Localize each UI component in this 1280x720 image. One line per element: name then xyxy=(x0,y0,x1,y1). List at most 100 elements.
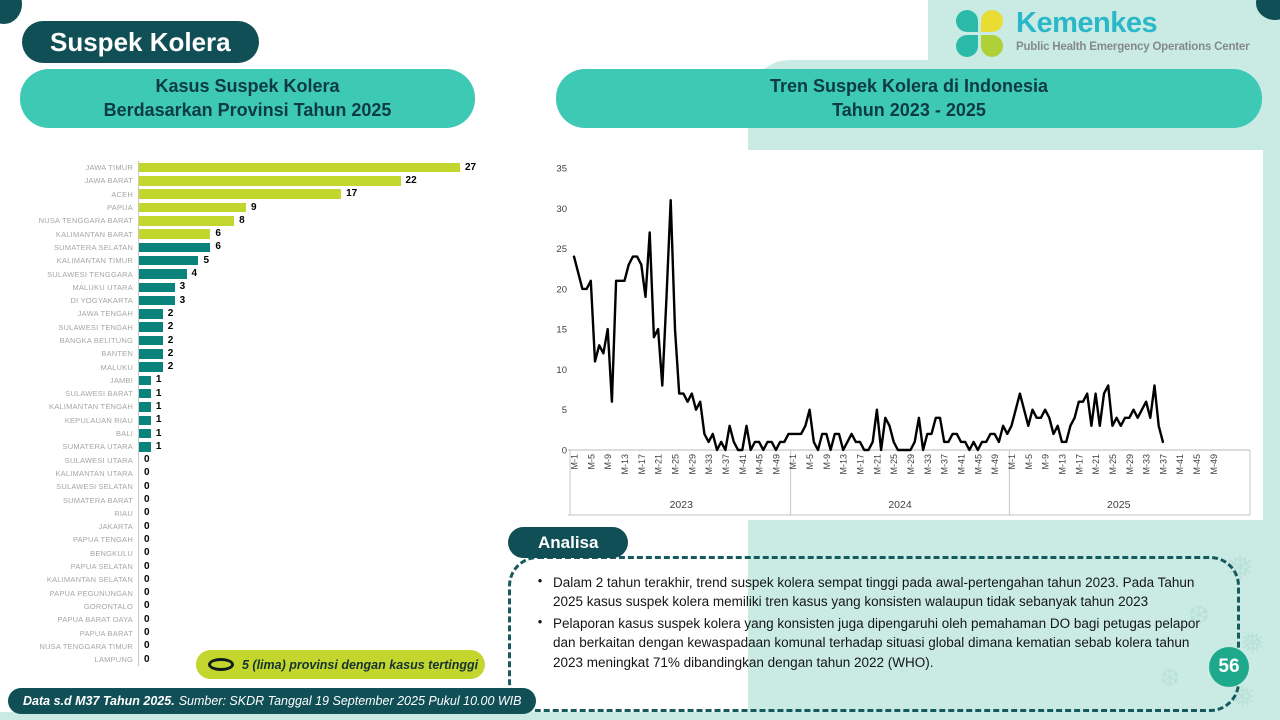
bar-track: 0 xyxy=(138,493,492,507)
bar-value-label: 27 xyxy=(465,161,477,173)
snowflake-icon: ❆ xyxy=(1188,600,1210,630)
bar-category-label: SUMATERA UTARA xyxy=(62,442,133,452)
x-axis-tick-label: M-5 xyxy=(1024,454,1034,470)
bar-row: BANTEN 2 xyxy=(36,347,492,361)
bar-value-label: 9 xyxy=(251,201,257,213)
bar-category-label: KEPULAUAN RIAU xyxy=(64,415,133,425)
bar-category-label: DI YOGYAKARTA xyxy=(70,296,133,306)
logo-petal xyxy=(981,35,1003,57)
bar-track: 2 xyxy=(138,347,492,361)
x-axis-tick-label: M-29 xyxy=(1125,454,1135,475)
bar-value-label: 3 xyxy=(179,281,186,293)
bar-row: SUMATERA BARAT 0 xyxy=(36,493,492,507)
trend-line-series xyxy=(572,199,1165,452)
legend-oval-icon xyxy=(208,658,234,671)
x-axis-tick-label: M-17 xyxy=(637,454,647,475)
bar-row: NUSA TENGGARA BARAT 8 xyxy=(36,214,492,228)
bar-category-label: RIAU xyxy=(114,508,133,518)
bar-value-label: 2 xyxy=(167,334,174,346)
x-axis-tick-label: M-13 xyxy=(1057,454,1067,475)
x-axis-tick-label: M-45 xyxy=(1192,454,1202,475)
bar xyxy=(139,402,151,412)
x-axis-tick-label: M-29 xyxy=(906,454,916,475)
x-axis-tick-label: M-1 xyxy=(788,454,798,470)
bar-track: 0 xyxy=(138,533,492,547)
bar-category-label: KALIMANTAN UTARA xyxy=(55,468,133,478)
legend-label: 5 (lima) provinsi dengan kasus tertinggi xyxy=(242,657,479,672)
bar xyxy=(139,335,163,346)
bar-category-label: KALIMANTAN BARAT xyxy=(55,229,133,239)
page-number-badge: 56 xyxy=(1209,647,1249,687)
bar-row: JAKARTA 0 xyxy=(36,520,492,534)
x-axis-tick-label: M-9 xyxy=(1041,454,1051,470)
bar-row: SULAWESI UTARA 0 xyxy=(36,453,492,467)
y-axis-tick-label: 35 xyxy=(556,164,567,175)
bar-track: 0 xyxy=(138,520,492,534)
bar-chart-legend: 5 (lima) provinsi dengan kasus tertinggi xyxy=(196,650,485,679)
page-title: Suspek Kolera xyxy=(22,21,259,63)
bar-category-label: SULAWESI TENGGARA xyxy=(47,269,133,279)
x-axis-tick-label: M-49 xyxy=(990,454,1000,475)
bar-track: 9 xyxy=(138,200,492,215)
bar-row: KALIMANTAN UTARA 0 xyxy=(36,466,492,481)
x-axis-tick-label: M-25 xyxy=(889,454,899,475)
bar-row: KALIMANTAN TENGAH 1 xyxy=(36,400,492,414)
bar xyxy=(139,295,175,306)
bar-row: SULAWESI BARAT 1 xyxy=(36,387,492,401)
bar-value-label: 2 xyxy=(167,307,174,319)
bar-value-label: 6 xyxy=(215,228,221,240)
bar-row: GORONTALO 0 xyxy=(36,599,492,614)
bar xyxy=(139,442,151,452)
x-axis-tick-label: M-41 xyxy=(738,454,748,475)
bar-category-label: LAMPUNG xyxy=(94,655,133,665)
bullet-icon: • xyxy=(537,573,543,588)
y-axis-tick-label: 15 xyxy=(556,325,567,336)
bar-track: 0 xyxy=(138,586,492,600)
bar-track: 2 xyxy=(138,360,492,374)
bar-row: PAPUA BARAT DAYA 0 xyxy=(36,613,492,627)
bar-row: KEPULAUAN RIAU 1 xyxy=(36,413,492,427)
bar-value-label: 0 xyxy=(144,627,150,639)
bar-row: JAWA BARAT 22 xyxy=(36,174,492,188)
bar-category-label: KALIMANTAN TENGAH xyxy=(49,402,133,412)
bar-track: 6 xyxy=(138,240,492,255)
bar-category-label: JAWA TENGAH xyxy=(77,309,133,319)
bar-value-label: 0 xyxy=(144,507,150,519)
x-axis-tick-label: M-13 xyxy=(620,454,630,475)
bar xyxy=(139,176,401,186)
bar-value-label: 0 xyxy=(144,520,150,532)
bar-value-label: 22 xyxy=(405,174,417,186)
bar-value-label: 0 xyxy=(144,640,150,652)
x-axis-tick-label: M-9 xyxy=(822,454,832,470)
bar-row: JAWA TENGAH 2 xyxy=(36,307,492,321)
bar-value-label: 17 xyxy=(346,188,358,200)
analysis-box: • Dalam 2 tahun terakhir, trend suspek k… xyxy=(508,556,1240,712)
bar-value-label: 0 xyxy=(144,560,150,572)
bar-value-label: 1 xyxy=(155,374,162,386)
bar-track: 0 xyxy=(138,506,492,521)
analysis-bullet-text: Pelaporan kasus suspek kolera yang konsi… xyxy=(553,615,1200,670)
bar-row: JAWA TIMUR 27 xyxy=(36,161,492,175)
bar-track: 27 xyxy=(138,161,492,175)
bar-track: 4 xyxy=(138,267,492,281)
bar-value-label: 0 xyxy=(144,533,150,545)
bar-row: SULAWESI SELATAN 0 xyxy=(36,480,492,494)
x-axis-tick-label: M-13 xyxy=(839,454,849,475)
bar-row: PAPUA TENGAH 0 xyxy=(36,533,492,547)
y-axis-tick-label: 0 xyxy=(562,446,567,457)
bar-row: ACEH 17 xyxy=(36,187,492,201)
x-axis-tick-label: M-41 xyxy=(956,454,966,475)
kemenkes-logo-icon xyxy=(956,10,1004,58)
bar-row: NUSA TENGGARA TIMUR 0 xyxy=(36,639,492,653)
bar-row: SULAWESI TENGGARA 4 xyxy=(36,267,492,281)
bar-track: 1 xyxy=(138,400,492,414)
corner-accent-top-left xyxy=(0,0,22,24)
bar xyxy=(139,388,151,399)
bar-value-label: 0 xyxy=(144,454,150,466)
bar-value-label: 0 xyxy=(144,547,150,559)
bar xyxy=(139,309,163,319)
province-bar-chart: JAWA TIMUR 27 JAWA BARAT 22 ACEH 17 PAPUA 9 NUSA… xyxy=(36,161,492,667)
corner-accent-top-right xyxy=(1256,0,1280,20)
logo-petal xyxy=(956,35,978,57)
